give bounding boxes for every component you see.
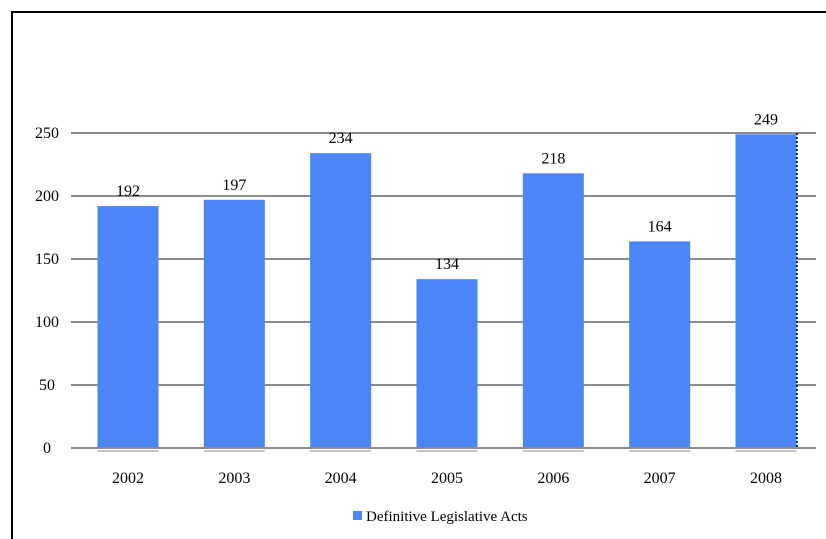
x-tick-label: 2005 bbox=[431, 470, 463, 487]
x-tick-label: 2007 bbox=[644, 470, 676, 487]
data-label: 164 bbox=[648, 218, 672, 235]
y-tick-label: 150 bbox=[35, 251, 59, 268]
bar bbox=[735, 134, 797, 448]
bar bbox=[629, 241, 691, 448]
x-tick-label: 2008 bbox=[750, 470, 782, 487]
bar bbox=[522, 173, 584, 448]
bar bbox=[310, 153, 372, 448]
y-tick-label: 100 bbox=[35, 314, 59, 331]
legend-swatch bbox=[353, 511, 362, 520]
x-tick-label: 2002 bbox=[112, 470, 144, 487]
axes bbox=[71, 133, 816, 452]
bar bbox=[203, 199, 265, 448]
x-tick-label: 2006 bbox=[537, 470, 569, 487]
data-label: 197 bbox=[222, 177, 246, 194]
legend-label: Definitive Legislative Acts bbox=[366, 509, 528, 525]
bars bbox=[97, 134, 797, 448]
y-tick-label: 250 bbox=[35, 125, 59, 142]
chart-frame bbox=[11, 11, 826, 539]
y-tick-label: 50 bbox=[39, 377, 55, 394]
legend: Definitive Legislative Acts bbox=[353, 509, 528, 525]
y-tick-label: 0 bbox=[43, 440, 51, 457]
bar bbox=[416, 279, 478, 448]
data-label: 234 bbox=[329, 130, 353, 147]
data-label: 249 bbox=[754, 111, 778, 128]
data-label: 218 bbox=[541, 150, 565, 167]
x-tick-label: 2003 bbox=[218, 470, 250, 487]
bar bbox=[97, 206, 159, 448]
y-tick-label: 200 bbox=[35, 188, 59, 205]
labels: 0 50 100 150 200 250 192 2002 197 2003 234 2004 134 2… bbox=[35, 111, 782, 487]
data-label: 134 bbox=[435, 256, 459, 273]
data-label: 192 bbox=[116, 183, 140, 200]
x-tick-label: 2004 bbox=[325, 470, 357, 487]
